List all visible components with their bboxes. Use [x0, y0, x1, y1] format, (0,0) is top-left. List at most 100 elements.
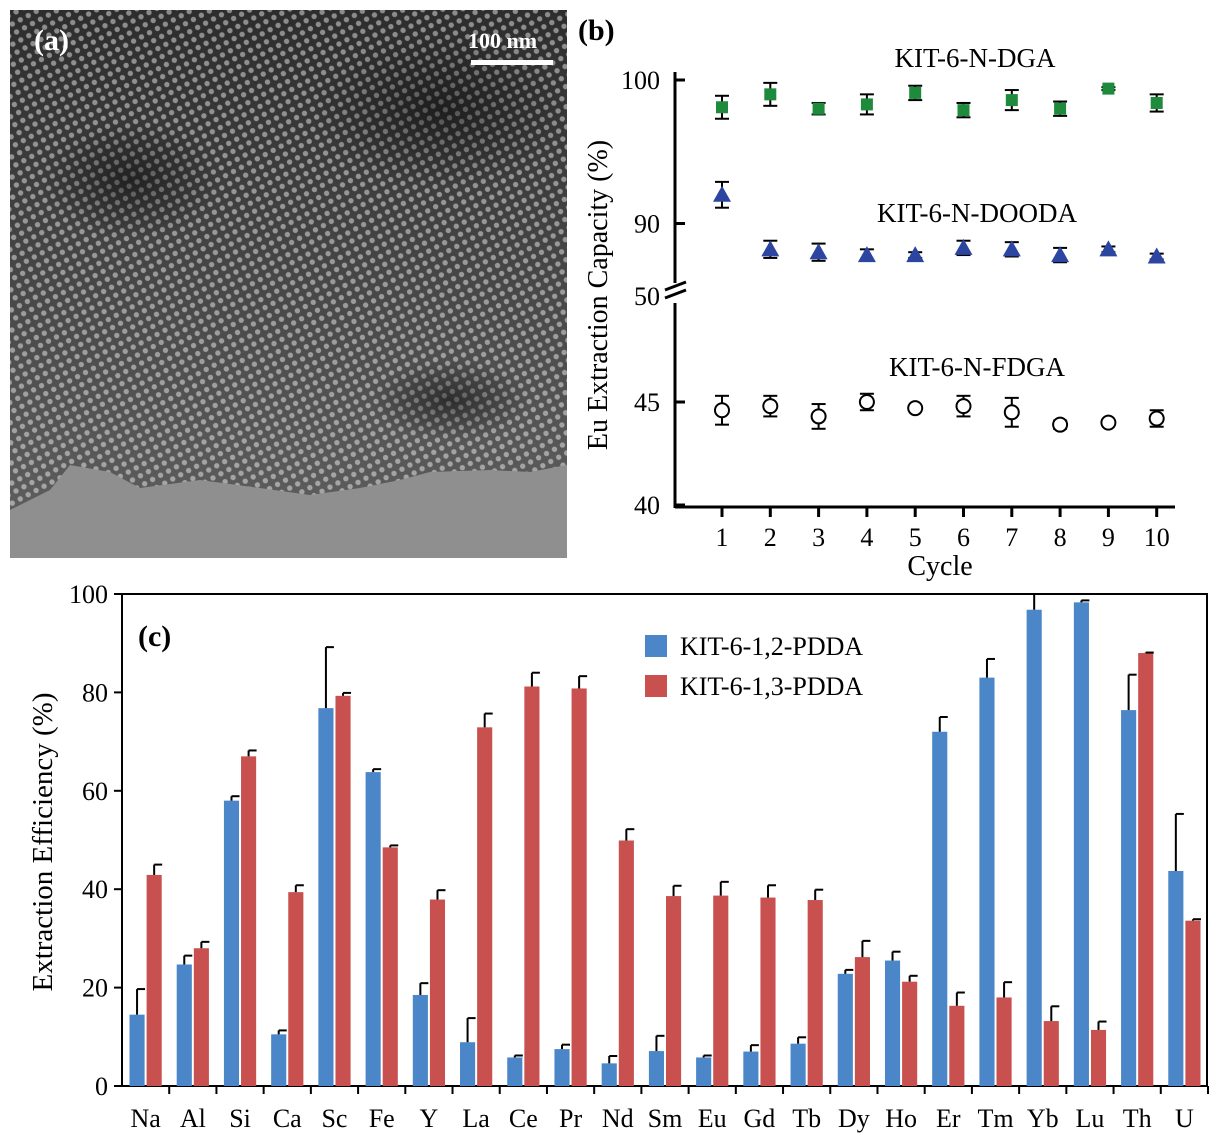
data-point-circle: [714, 402, 730, 419]
y-tick-label: 40: [634, 491, 660, 520]
series-label: KIT-6-N-FDGA: [889, 352, 1065, 382]
bar: [193, 948, 209, 1086]
y-axis-title: Extraction Efficiency (%): [27, 693, 59, 992]
bar: [507, 1057, 523, 1086]
bar: [382, 847, 398, 1086]
x-tick-label: Al: [180, 1104, 206, 1133]
x-tick-label: Ce: [509, 1104, 538, 1133]
x-tick-label: Nd: [602, 1104, 634, 1133]
x-tick-label: Sc: [321, 1104, 347, 1133]
y-tick-label: 50: [634, 282, 660, 311]
legend-label: KIT-6-1,2-PDDA: [680, 632, 863, 661]
data-point-circle: [907, 400, 924, 417]
bar: [648, 1051, 664, 1086]
bar: [1090, 1029, 1107, 1086]
bar: [743, 1051, 759, 1086]
legend-swatch: [645, 635, 667, 657]
bar: [807, 900, 823, 1086]
x-tick-label: Ca: [273, 1104, 302, 1133]
data-point-square: [764, 88, 777, 101]
x-tick-label: Na: [130, 1104, 161, 1133]
axis-break-mark: [664, 280, 687, 300]
data-point-triangle: [713, 185, 731, 202]
bar: [854, 957, 870, 1086]
data-point-square: [1102, 82, 1115, 95]
panel-b-label: (b): [578, 14, 615, 47]
data-point-triangle: [1051, 246, 1070, 263]
data-point-triangle: [761, 240, 780, 257]
x-tick-label: 4: [860, 523, 873, 552]
bar: [571, 688, 587, 1086]
data-point-circle: [1052, 416, 1069, 433]
scale-bar-label: 100 nm: [468, 28, 538, 53]
x-tick-label: U: [1175, 1104, 1194, 1133]
y-tick-label: 40: [82, 875, 108, 904]
y-tick-label: 60: [82, 777, 108, 806]
y-tick-label: 45: [634, 388, 660, 417]
data-point-square: [957, 104, 970, 117]
x-axis-title: Cycle: [907, 551, 972, 582]
data-point-triangle: [857, 246, 876, 263]
data-point-square: [909, 86, 922, 99]
bar: [129, 1014, 145, 1086]
x-tick-label: Fe: [369, 1104, 395, 1133]
data-point-circle: [1003, 404, 1020, 421]
data-point-circle: [810, 408, 827, 425]
panel-a-label: (a): [34, 24, 69, 57]
bar: [477, 727, 493, 1086]
bar: [837, 973, 853, 1086]
scale-bar: [471, 60, 553, 65]
bar: [365, 772, 381, 1086]
bar: [932, 731, 948, 1086]
x-tick-label: Yb: [1027, 1104, 1059, 1133]
y-tick-label: 80: [82, 678, 108, 707]
x-tick-label: Y: [420, 1104, 439, 1133]
x-tick-label: 10: [1144, 523, 1170, 552]
x-tick-label: Th: [1123, 1104, 1152, 1133]
x-tick-label: 8: [1054, 523, 1067, 552]
y-tick-label: 100: [69, 580, 108, 609]
bar: [1026, 609, 1042, 1086]
bar: [241, 756, 257, 1086]
bar: [1121, 710, 1137, 1086]
y-tick-label: 0: [95, 1072, 108, 1101]
bar: [554, 1049, 570, 1086]
x-tick-label: Gd: [744, 1104, 776, 1133]
y-tick-label: 20: [82, 974, 108, 1003]
bar: [288, 892, 304, 1086]
data-point-triangle: [954, 238, 973, 255]
x-tick-label: 6: [957, 523, 970, 552]
x-tick-label: Tb: [792, 1104, 821, 1133]
data-point-triangle: [1002, 240, 1021, 257]
bar: [601, 1063, 617, 1086]
data-point-circle: [858, 394, 875, 410]
bar: [666, 896, 682, 1086]
bar: [1073, 602, 1089, 1086]
x-tick-label: 3: [812, 523, 825, 552]
bar: [318, 708, 334, 1086]
bar: [618, 840, 634, 1086]
bar: [790, 1043, 806, 1086]
bar: [412, 994, 428, 1086]
legend-label: KIT-6-1,3-PDDA: [680, 672, 863, 701]
x-tick-label: Dy: [838, 1104, 870, 1133]
panel-c-label: (c): [138, 620, 171, 653]
data-point-square: [1005, 94, 1018, 107]
bar: [1043, 1021, 1059, 1086]
data-point-square: [812, 102, 825, 115]
x-tick-label: 5: [909, 523, 922, 552]
data-point-triangle: [809, 243, 828, 260]
x-tick-label: Sm: [648, 1104, 683, 1133]
lattice-texture: [10, 10, 567, 558]
data-point-square: [1054, 102, 1067, 115]
bar: [696, 1057, 712, 1086]
tem-image: (a) 100 nm: [10, 10, 567, 558]
bar: [335, 695, 351, 1086]
bar: [996, 997, 1012, 1086]
data-point-square: [1150, 96, 1163, 109]
bar: [760, 897, 776, 1086]
x-tick-label: Lu: [1076, 1104, 1105, 1133]
data-point-triangle: [1147, 247, 1166, 264]
bar: [146, 874, 162, 1086]
